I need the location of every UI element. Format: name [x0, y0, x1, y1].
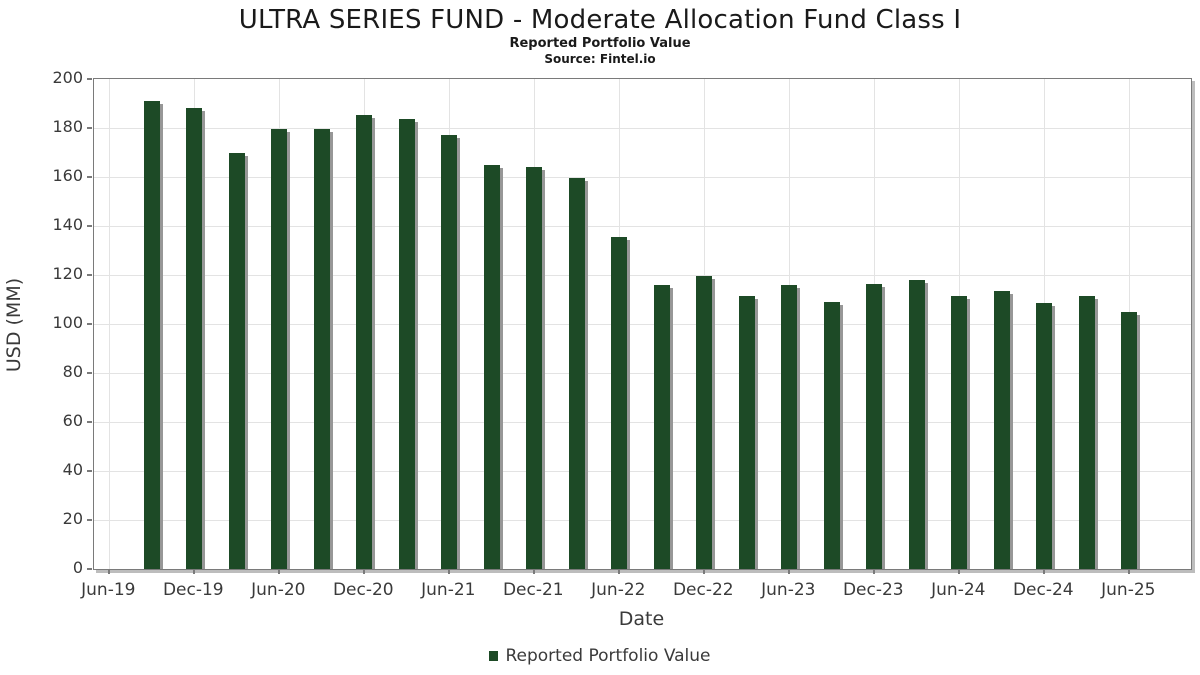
y-tick-label: 20	[62, 509, 83, 528]
chart-subtitle: Reported Portfolio Value	[509, 36, 691, 51]
x-tick-label: Dec-21	[502, 580, 564, 600]
y-tick-mark	[87, 323, 92, 325]
y-tick-mark	[87, 225, 92, 227]
x-tick-mark	[1043, 569, 1045, 574]
y-tick-mark	[87, 176, 92, 178]
bar-Dec-19	[186, 108, 203, 569]
h-gridline	[94, 373, 1191, 374]
y-tick-label: 60	[62, 411, 83, 430]
bar-Sep-19	[143, 101, 160, 569]
x-tick-label: Jun-20	[251, 580, 306, 600]
bar-Jun-22	[611, 237, 628, 569]
y-tick-label: 180	[52, 117, 83, 136]
y-tick-label: 120	[52, 264, 83, 283]
bar-Mar-22	[568, 178, 585, 569]
y-tick-mark	[87, 519, 92, 521]
bar-Sep-22	[653, 284, 670, 569]
x-tick-label: Dec-19	[162, 580, 224, 600]
bar-Jun-23	[781, 284, 798, 569]
y-tick-mark	[87, 470, 92, 472]
chart-source: Source: Fintel.io	[544, 52, 656, 66]
x-tick-mark	[958, 569, 960, 574]
y-tick-mark	[87, 372, 92, 374]
h-gridline	[94, 422, 1191, 423]
x-tick-label: Dec-24	[1012, 580, 1074, 600]
y-tick-mark	[87, 127, 92, 129]
bar-Mar-25	[1078, 295, 1095, 569]
y-tick-label: 40	[62, 460, 83, 479]
y-tick-label: 80	[62, 362, 83, 381]
bar-Dec-23	[866, 283, 883, 569]
x-tick-label: Jun-21	[421, 580, 476, 600]
y-tick-mark	[87, 78, 92, 80]
bar-Mar-23	[738, 295, 755, 569]
x-tick-mark	[618, 569, 620, 574]
x-tick-label: Jun-22	[591, 580, 646, 600]
chart-title: ULTRA SERIES FUND - Moderate Allocation …	[238, 5, 962, 35]
x-tick-mark	[108, 569, 110, 574]
bar-Sep-20	[313, 129, 330, 569]
h-gridline	[94, 128, 1191, 129]
y-tick-label: 0	[72, 558, 83, 577]
x-tick-label: Dec-20	[332, 580, 394, 600]
y-tick-label: 160	[52, 166, 83, 185]
plot-area	[93, 78, 1192, 570]
bar-Dec-22	[696, 276, 713, 569]
y-tick-mark	[87, 421, 92, 423]
bar-Dec-20	[356, 114, 373, 569]
x-tick-label: Jun-25	[1101, 580, 1156, 600]
bar-Jun-20	[271, 129, 288, 569]
x-tick-label: Dec-22	[672, 580, 734, 600]
x-axis-title: Date	[618, 608, 665, 630]
h-gridline	[94, 226, 1191, 227]
y-tick-mark	[87, 568, 92, 570]
x-tick-mark	[873, 569, 875, 574]
bar-Mar-24	[908, 279, 925, 569]
bar-Dec-24	[1036, 303, 1053, 569]
legend: Reported Portfolio Value	[0, 646, 1200, 666]
y-tick-label: 200	[52, 68, 83, 87]
h-gridline	[94, 324, 1191, 325]
y-tick-label: 140	[52, 215, 83, 234]
bar-Dec-21	[526, 167, 543, 569]
x-tick-mark	[278, 569, 280, 574]
y-tick-label: 100	[52, 313, 83, 332]
bar-Mar-20	[228, 152, 245, 569]
bar-Jun-24	[951, 295, 968, 569]
x-tick-label: Jun-24	[931, 580, 986, 600]
bar-Sep-23	[823, 301, 840, 569]
x-tick-mark	[533, 569, 535, 574]
x-tick-mark	[448, 569, 450, 574]
h-gridline	[94, 275, 1191, 276]
legend-label: Reported Portfolio Value	[505, 646, 711, 666]
x-tick-label: Jun-19	[81, 580, 136, 600]
bar-Jun-25	[1121, 311, 1138, 569]
x-tick-mark	[1128, 569, 1130, 574]
x-tick-label: Jun-23	[761, 580, 816, 600]
x-tick-mark	[703, 569, 705, 574]
y-axis-title: USD (MM)	[3, 277, 25, 373]
h-gridline	[94, 520, 1191, 521]
bar-Jun-21	[441, 135, 458, 569]
x-tick-mark	[788, 569, 790, 574]
bar-Mar-21	[398, 119, 415, 569]
h-gridline	[94, 177, 1191, 178]
x-tick-mark	[193, 569, 195, 574]
x-tick-mark	[363, 569, 365, 574]
bar-Sep-24	[993, 290, 1010, 569]
h-gridline	[94, 471, 1191, 472]
x-tick-label: Dec-23	[842, 580, 904, 600]
legend-swatch-icon	[489, 651, 499, 661]
bar-Sep-21	[483, 164, 500, 569]
y-tick-mark	[87, 274, 92, 276]
v-gridline	[109, 79, 111, 569]
